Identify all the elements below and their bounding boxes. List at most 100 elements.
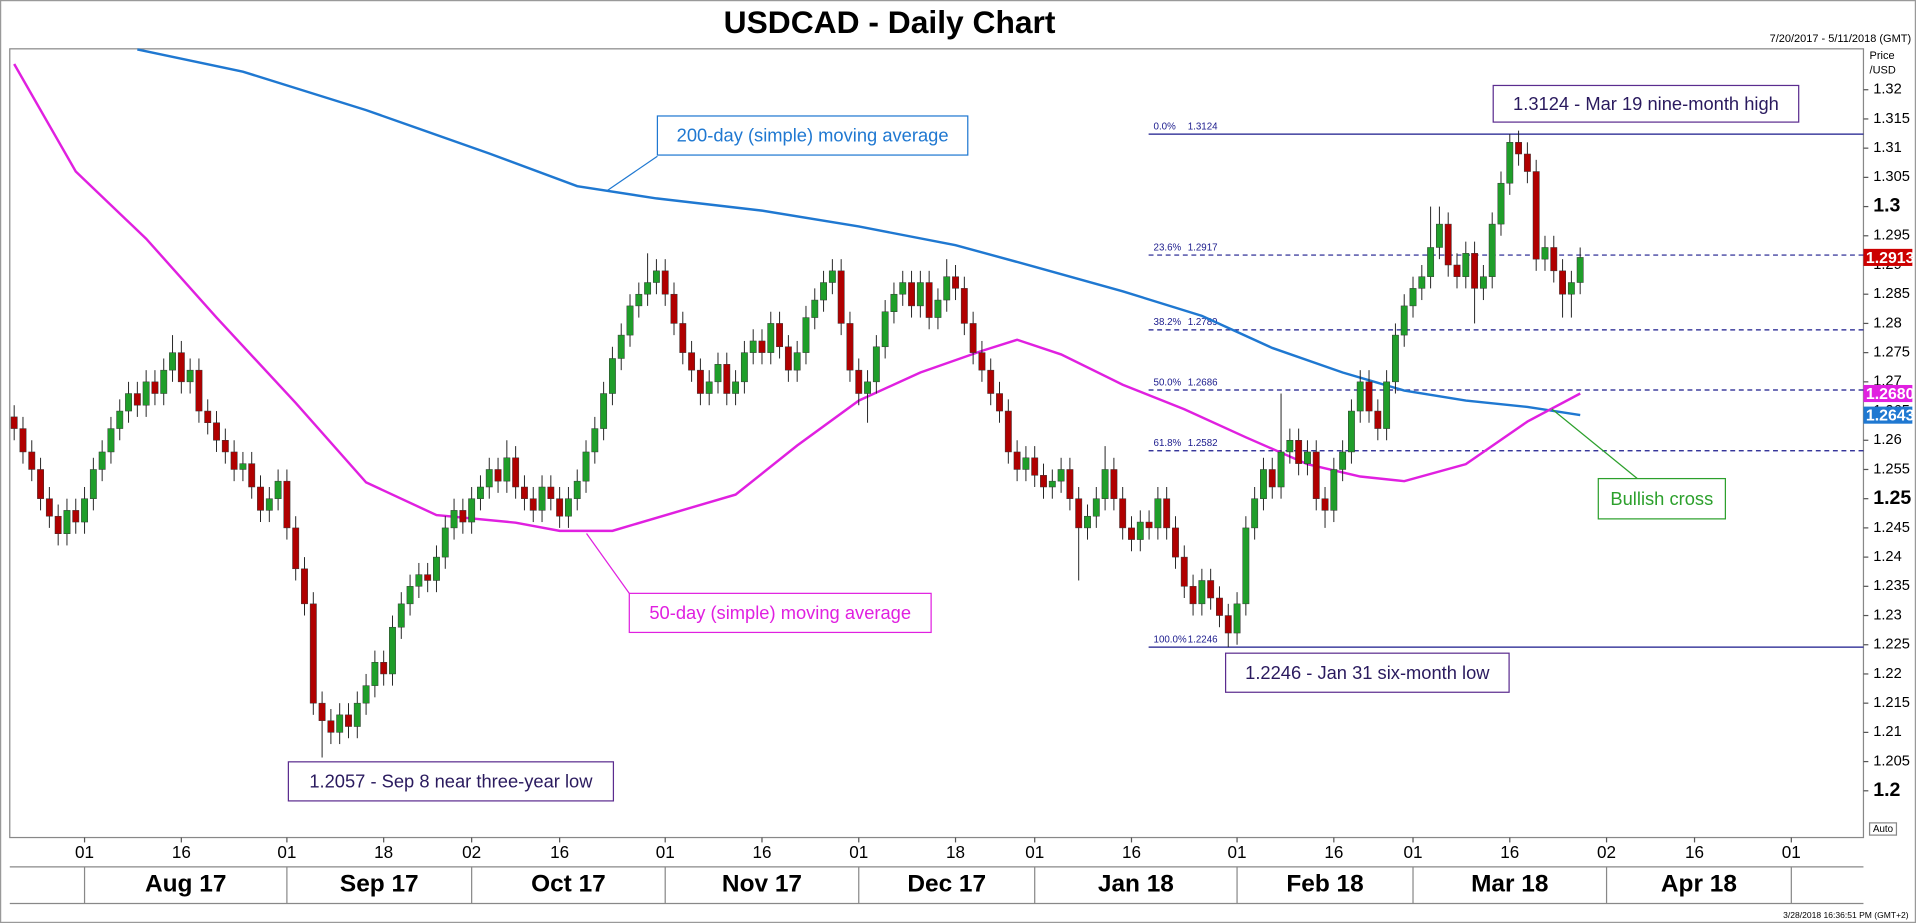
scale-button-label[interactable]: Auto	[1873, 824, 1894, 835]
price-tag-label: 1.2913	[1866, 250, 1915, 267]
candle-body	[1048, 480, 1056, 488]
candle-body	[1515, 142, 1523, 155]
annotation-pointer	[606, 155, 658, 191]
annotation-text: 200-day (simple) moving average	[677, 125, 949, 146]
candle-body	[512, 457, 520, 488]
candle-body	[521, 486, 528, 499]
y-tick-label: 1.255	[1873, 461, 1910, 477]
candle-body	[996, 393, 1003, 412]
month-label: Dec 17	[907, 871, 986, 898]
candle-body	[960, 288, 968, 324]
month-label: Jan 18	[1098, 871, 1174, 898]
candle-body	[380, 662, 388, 675]
chart-title: USDCAD - Daily Chart	[724, 4, 1056, 40]
candle-body	[784, 346, 792, 371]
y-tick-label: 1.245	[1873, 520, 1910, 536]
candle-body	[864, 381, 871, 394]
x-tick-label: 16	[1500, 843, 1519, 862]
candle-body	[1128, 527, 1135, 540]
price-tag	[1863, 384, 1913, 403]
candle-body	[573, 480, 581, 499]
candle-body	[776, 323, 783, 348]
candle-body	[1550, 247, 1558, 272]
candle-body	[160, 369, 168, 394]
candle-body	[749, 340, 757, 353]
candle-body	[978, 352, 986, 371]
candle-body	[1260, 469, 1267, 499]
candle-body	[1304, 451, 1311, 464]
candle-body	[257, 486, 264, 511]
price-tag-label: 1.2680	[1866, 386, 1915, 403]
annotation-pointer	[1551, 408, 1638, 480]
price-tag	[1863, 406, 1913, 424]
candle-body	[881, 311, 889, 348]
annotation-text: 1.2246 - Jan 31 six-month low	[1245, 662, 1490, 683]
candle-body	[925, 282, 933, 318]
scale-button[interactable]	[1868, 822, 1898, 836]
candle-body	[169, 352, 176, 371]
candle-body	[1444, 223, 1452, 266]
y-tick-label: 1.215	[1873, 695, 1910, 711]
fib-level: 38.2%	[1154, 317, 1182, 328]
candle-body	[186, 369, 194, 383]
candle-body	[239, 463, 247, 470]
candle-body	[433, 556, 440, 581]
x-tick-label: 16	[550, 843, 569, 862]
y-tick-label: 1.31	[1873, 140, 1902, 156]
fib-level: 50.0%	[1154, 377, 1182, 388]
candle-body	[1400, 305, 1408, 336]
candle-body	[1479, 276, 1487, 289]
candle-body	[899, 282, 907, 295]
candle-body	[1321, 498, 1329, 511]
candle-body	[204, 410, 212, 423]
candle-body	[274, 480, 282, 499]
fib-value: 1.2246	[1188, 634, 1218, 645]
candle-body	[1251, 498, 1259, 529]
candle-body	[10, 416, 18, 429]
y-tick-label: 1.225	[1873, 637, 1910, 653]
candle-body	[301, 568, 308, 605]
x-tick-label: 01	[1025, 843, 1044, 862]
fib-level: 100.0%	[1154, 634, 1187, 645]
candle-body	[987, 369, 995, 394]
candle-body	[230, 451, 238, 470]
candle-body	[1286, 440, 1294, 453]
annotation-text: 50-day (simple) moving average	[649, 602, 911, 623]
candle-body	[1022, 457, 1030, 470]
candle-body	[221, 440, 229, 453]
candle-body	[556, 498, 564, 517]
candle-body	[1312, 451, 1320, 499]
candle-body	[415, 574, 423, 587]
candle-body	[1391, 334, 1399, 383]
candle-body	[1040, 475, 1047, 488]
x-tick-label: 01	[1228, 843, 1247, 862]
candle-body	[943, 276, 951, 301]
candle-body	[617, 334, 625, 359]
candle-body	[353, 702, 361, 727]
candle-body	[1145, 521, 1153, 529]
candle-body	[54, 515, 62, 534]
candle-body	[107, 428, 115, 453]
candle-body	[1207, 580, 1215, 599]
candle-body	[670, 293, 678, 324]
y-tick-label: 1.24	[1873, 549, 1902, 565]
candle-body	[1066, 469, 1074, 499]
x-tick-label: 01	[849, 843, 868, 862]
timestamp: 3/28/2018 16:36:51 PM (GMT+2)	[1783, 910, 1909, 920]
candle-body	[793, 352, 801, 371]
candle-body	[1427, 247, 1435, 277]
candle-body	[1119, 498, 1127, 529]
x-tick-label: 16	[1324, 843, 1343, 862]
candle-body	[1453, 264, 1461, 277]
candle-body	[1497, 182, 1505, 225]
candle-body	[1559, 270, 1566, 295]
candle-body	[195, 369, 203, 412]
candle-body	[1488, 223, 1496, 277]
date-range: 7/20/2017 - 5/11/2018 (GMT)	[1770, 33, 1912, 45]
candle-body	[916, 282, 924, 307]
annotation-pointer	[586, 533, 630, 594]
candle-body	[591, 428, 599, 453]
candle-body	[1004, 410, 1012, 453]
candle-body	[1365, 381, 1373, 412]
